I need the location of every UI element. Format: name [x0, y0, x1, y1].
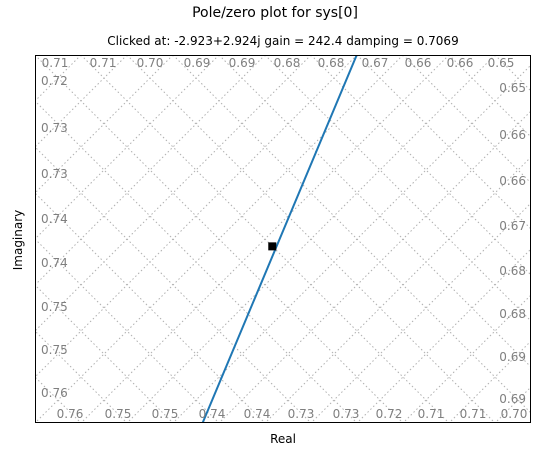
damping-label: 0.71 — [418, 407, 445, 421]
clicked-info-subtitle: Clicked at: -2.923+2.924j gain = 242.4 d… — [107, 34, 458, 48]
damping-grid-line — [356, 55, 531, 230]
damping-grid-line — [541, 55, 548, 423]
damping-grid-line — [448, 55, 531, 138]
damping-label: 0.73 — [41, 167, 68, 181]
damping-grid-line — [35, 55, 174, 194]
damping-label: 0.72 — [41, 74, 68, 88]
clicked-point-marker[interactable] — [268, 242, 277, 251]
damping-label: 0.73 — [41, 121, 68, 135]
root-locus-series — [201, 55, 358, 423]
damping-labels: 0.71 0.71 0.70 0.69 0.69 0.68 0.68 0.67 0.66 0.66… — [41, 56, 527, 421]
damping-grid-line — [494, 55, 531, 92]
damping-label: 0.74 — [199, 407, 226, 421]
chart-title: Pole/zero plot for sys[0] — [192, 5, 358, 21]
damping-label: 0.73 — [333, 407, 360, 421]
damping-grid-line — [448, 340, 531, 423]
damping-label: 0.75 — [41, 343, 68, 357]
damping-grid-line — [494, 386, 531, 423]
damping-label: 0.75 — [105, 407, 132, 421]
damping-grid-line — [172, 64, 531, 423]
damping-label: 0.71 — [42, 56, 69, 70]
damping-grid-line — [35, 55, 220, 240]
damping-grid-line — [35, 55, 404, 423]
damping-label: 0.68 — [499, 307, 526, 321]
damping-grid-line — [35, 55, 358, 378]
damping-grid-line — [35, 55, 312, 332]
damping-label: 0.76 — [57, 407, 84, 421]
damping-label: 0.72 — [376, 407, 403, 421]
damping-grid-line — [402, 55, 531, 184]
damping-label: 0.74 — [41, 212, 68, 226]
damping-label: 0.68 — [318, 56, 345, 70]
plot-frame — [35, 55, 531, 423]
damping-grid-line — [35, 55, 266, 286]
damping-label: 0.66 — [447, 56, 474, 70]
damping-label: 0.71 — [90, 56, 117, 70]
damping-label: 0.76 — [41, 386, 68, 400]
damping-label: 0.69 — [499, 350, 526, 364]
damping-label: 0.65 — [499, 81, 526, 95]
damping-grid-line — [310, 55, 531, 276]
damping-grid-line — [126, 55, 496, 423]
damping-label: 0.67 — [499, 219, 526, 233]
clicked-point-group — [268, 242, 277, 251]
damping-label: 0.69 — [499, 392, 526, 406]
damping-grid-line — [218, 110, 531, 423]
damping-grid-line — [35, 284, 174, 423]
damping-label: 0.69 — [184, 56, 211, 70]
x-axis-label: Real — [270, 432, 296, 446]
damping-label: 0.74 — [244, 407, 271, 421]
damping-label: 0.69 — [229, 56, 256, 70]
damping-grid-line — [541, 55, 548, 423]
damping-label: 0.73 — [288, 407, 315, 421]
damping-label: 0.70 — [501, 407, 528, 421]
damping-label: 0.67 — [362, 56, 389, 70]
damping-label: 0.71 — [460, 407, 487, 421]
damping-grid-line — [35, 238, 220, 423]
damping-grid-line — [218, 55, 531, 368]
y-axis-label: Imaginary — [11, 210, 25, 271]
root-locus-branch[interactable] — [201, 55, 358, 423]
damping-grid-line — [264, 156, 531, 423]
damping-label: 0.68 — [499, 264, 526, 278]
damping-label: 0.66 — [499, 174, 526, 188]
damping-grid-line — [310, 202, 531, 423]
damping-grid-line — [35, 100, 358, 423]
damping-grid-line — [264, 55, 531, 322]
damping-label: 0.70 — [137, 56, 164, 70]
damping-label: 0.75 — [41, 300, 68, 314]
damping-label: 0.74 — [41, 256, 68, 270]
damping-label: 0.65 — [488, 56, 515, 70]
damping-grid — [35, 55, 548, 423]
damping-label: 0.75 — [152, 407, 179, 421]
damping-grid-line — [356, 248, 531, 423]
damping-label: 0.66 — [499, 128, 526, 142]
damping-label: 0.68 — [274, 56, 301, 70]
damping-grid-line — [402, 294, 531, 423]
damping-grid-line — [80, 55, 450, 423]
damping-label: 0.66 — [405, 56, 432, 70]
